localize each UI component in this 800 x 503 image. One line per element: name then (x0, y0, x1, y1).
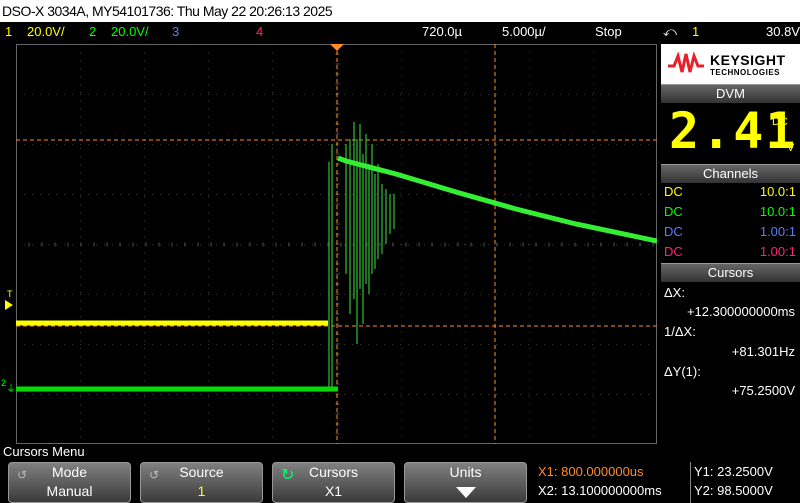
ch1-scale[interactable]: 20.0V/ (27, 24, 65, 39)
dvm-panel: 2.41 DC V (661, 102, 800, 164)
window-title: DSO-X 3034A, MY54101736: Thu May 22 20:2… (2, 3, 333, 19)
trigger-source[interactable]: 1 (692, 24, 700, 39)
run-state[interactable]: Stop (595, 24, 622, 39)
ch1-number[interactable]: 1 (5, 24, 13, 39)
inv-delta-x-value: +81.301Hz (731, 344, 795, 359)
inv-delta-x-label: 1/ΔX: (664, 324, 696, 339)
readout-divider (690, 462, 691, 503)
ch1-ground-marker[interactable] (5, 300, 13, 310)
channel-probe-ratio: 1.00:1 (759, 244, 796, 259)
cursors-header[interactable]: Cursors (661, 263, 800, 282)
source-value: 1 (197, 483, 206, 499)
mode-label: Mode (51, 464, 88, 480)
units-softkey[interactable]: Units (404, 462, 527, 503)
cursor-x1-marker-icon (330, 44, 344, 51)
horizontal-delay[interactable]: 720.0µ (422, 24, 463, 39)
channel-row-4[interactable]: DC 1.00:1 (661, 242, 800, 261)
submenu-arrow-icon (456, 487, 476, 498)
ch2-trace (337, 155, 657, 244)
channel-row-3[interactable]: DC 1.00:1 (661, 222, 800, 241)
ch3-number[interactable]: 3 (172, 24, 180, 39)
cursors-panel: ΔX: +12.300000000ms 1/ΔX: +81.301Hz ΔY(1… (661, 282, 800, 442)
status-bar: 1 20.0V/ 2 20.0V/ 3 4 720.0µ 5.000µ/ Sto… (0, 22, 800, 42)
return-arrow-icon: ↺ (149, 468, 160, 482)
keysight-logo: KEYSIGHT TECHNOLOGIES (661, 44, 800, 84)
ch2-number[interactable]: 2 (89, 24, 97, 39)
ground-icon: ⏚ (6, 384, 16, 395)
dvm-unit: V (787, 142, 795, 154)
dvm-coupling: DC (772, 116, 788, 128)
waveform-canvas[interactable] (16, 44, 657, 444)
mode-value: Manual (46, 483, 93, 499)
delta-x-value: +12.300000000ms (686, 304, 795, 319)
ch4-number[interactable]: 4 (256, 24, 264, 39)
dvm-header[interactable]: DVM (661, 84, 800, 103)
cursor-readout: X1: 800.000000us X2: 13.100000000ms Y1: … (534, 462, 800, 503)
ch2-scale[interactable]: 20.0V/ (111, 24, 149, 39)
source-softkey[interactable]: ↺ Source 1 (140, 462, 263, 503)
channel-row-1[interactable]: DC 10.0:1 (661, 182, 800, 201)
channel-coupling: DC (664, 204, 683, 219)
trigger-level[interactable]: 30.8V (766, 24, 800, 39)
menu-title: Cursors Menu (3, 444, 85, 459)
mode-softkey[interactable]: ↺ Mode Manual (8, 462, 131, 503)
channel-row-2[interactable]: DC 10.0:1 (661, 202, 800, 221)
y2-readout: Y2: 98.5000V (694, 483, 773, 498)
ch2-trace-ringing (328, 122, 395, 389)
dvm-value: 2.41 (669, 102, 798, 160)
y1-readout: Y1: 23.2500V (694, 464, 773, 479)
keysight-wave-icon (668, 52, 704, 73)
cursors-softkey[interactable]: ↻ Cursors X1 (272, 462, 395, 503)
delta-x-label: ΔX: (664, 285, 685, 300)
ch2-ground-label: 2 (1, 378, 7, 388)
x2-readout: X2: 13.100000000ms (538, 483, 662, 498)
channel-coupling: DC (664, 244, 683, 259)
cursors-value: X1 (324, 483, 343, 499)
brand-name: KEYSIGHT (710, 52, 786, 68)
delta-y-label: ΔY(1): (664, 364, 701, 379)
cursors-label: Cursors (308, 464, 358, 480)
brand-sub: TECHNOLOGIES (710, 68, 781, 77)
title-bar: DSO-X 3034A, MY54101736: Thu May 22 20:2… (0, 0, 800, 22)
channel-probe-ratio: 10.0:1 (759, 204, 796, 219)
channel-coupling: DC (664, 224, 683, 239)
waveform-display[interactable] (16, 44, 657, 444)
units-label: Units (449, 464, 482, 480)
channel-probe-ratio: 10.0:1 (759, 184, 796, 199)
trigger-level-marker[interactable]: T (7, 289, 13, 299)
x1-readout: X1: 800.000000us (538, 464, 644, 479)
timebase-scale[interactable]: 5.000µ/ (502, 24, 546, 39)
channel-probe-ratio: 1.00:1 (759, 224, 796, 239)
source-label: Source (179, 464, 224, 480)
delta-y-value: +75.2500V (731, 383, 795, 398)
entry-knob-icon: ↻ (281, 467, 295, 484)
return-arrow-icon: ↺ (17, 468, 28, 482)
ch2-ground-marker[interactable]: 2 ⏚ (1, 378, 16, 395)
trigger-edge-icon: ⤺ (663, 24, 677, 39)
channels-header[interactable]: Channels (661, 164, 800, 183)
channel-coupling: DC (664, 184, 683, 199)
